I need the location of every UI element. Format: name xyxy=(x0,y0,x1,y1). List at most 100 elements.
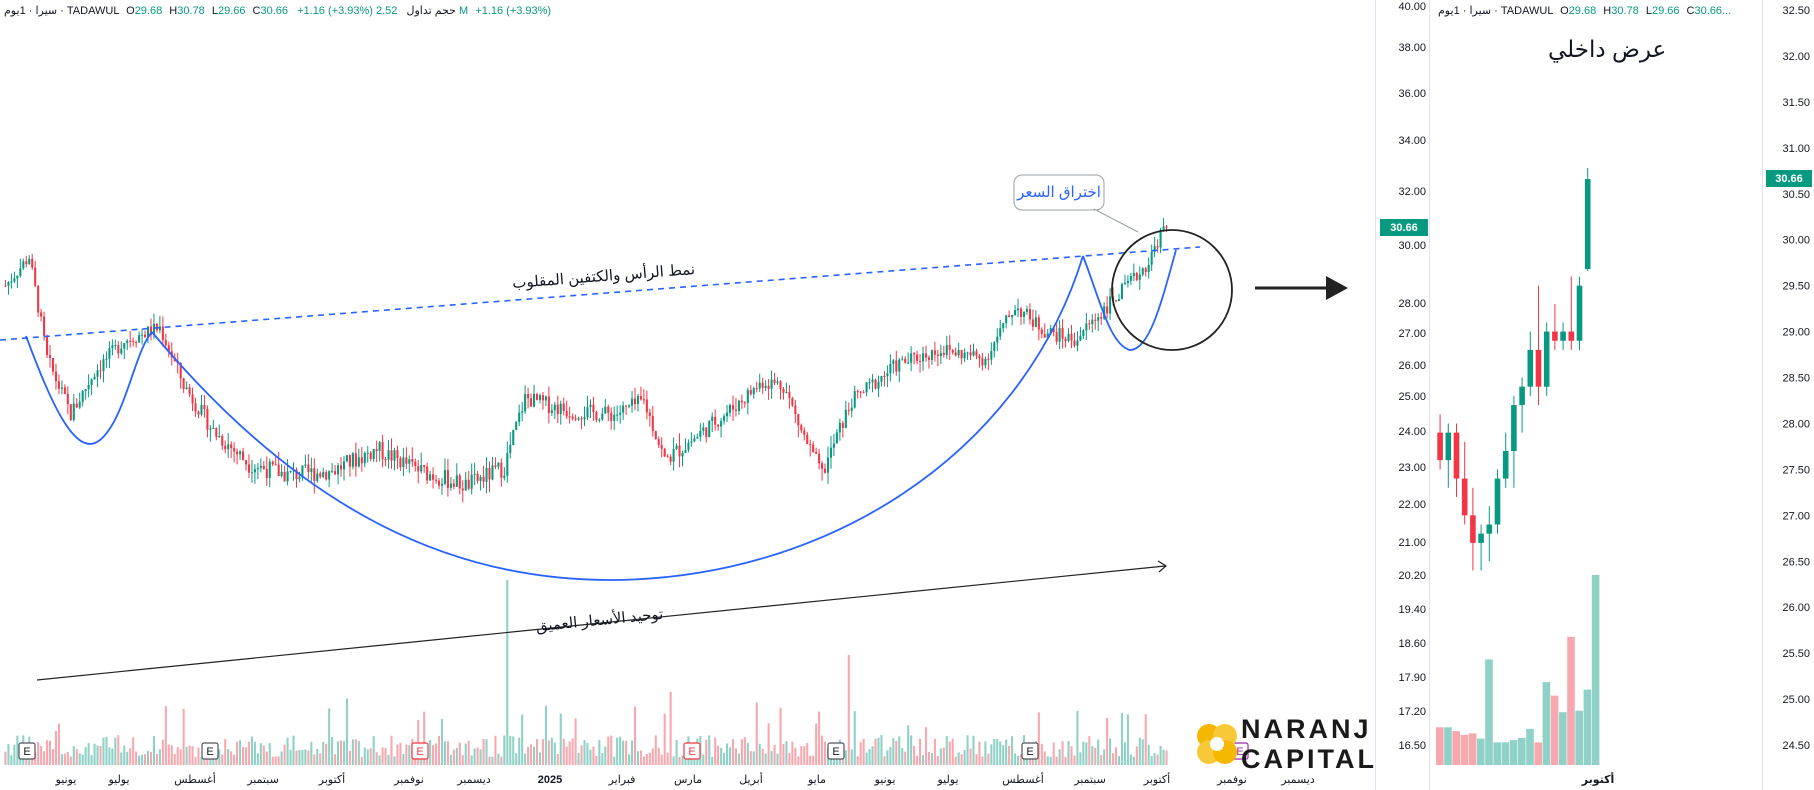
volume-bar xyxy=(102,737,105,765)
volume-bar xyxy=(1132,756,1135,765)
candle-body xyxy=(936,354,939,357)
inset-price-chart[interactable]: أكتوبر xyxy=(1430,0,1762,790)
candle-body xyxy=(687,442,690,450)
volume-bar xyxy=(4,751,7,765)
candle-body xyxy=(75,403,78,408)
main-chart-pane[interactable]: سيرا · 1يوم · TADAWUL O29.68 H30.78 L29.… xyxy=(0,0,1376,790)
volume-bar xyxy=(381,747,384,765)
inset-volume-bar xyxy=(1567,636,1575,765)
inset-chart-pane[interactable]: سيرا · 1يوم · TADAWUL O29.68 H30.78 L29.… xyxy=(1430,0,1814,790)
main-price-axis[interactable]: 40.00 38.00 36.00 34.00 32.00 30.00 28.00 27.00… xyxy=(1376,0,1430,790)
inset-legend-symbol: سيرا · 1يوم · TADAWUL xyxy=(1438,5,1554,17)
volume-bar xyxy=(544,705,547,765)
volume-bar xyxy=(527,746,530,765)
volume-bar xyxy=(138,755,141,765)
candle-body xyxy=(408,459,411,464)
volume-bar xyxy=(933,738,936,765)
candle-body xyxy=(1008,315,1011,318)
volume-bar xyxy=(440,719,444,765)
volume-bar xyxy=(868,749,871,765)
inset-price-axis-tick: 27.00 xyxy=(1782,510,1810,522)
candle-body xyxy=(250,472,253,474)
earnings-marker[interactable] xyxy=(683,742,701,760)
candle-body xyxy=(1061,327,1064,339)
candle-body xyxy=(28,258,31,265)
volume-bar xyxy=(518,737,521,765)
candle-body xyxy=(354,453,357,467)
volume-bar xyxy=(301,750,304,765)
breakout-circle xyxy=(1111,229,1233,351)
volume-bar xyxy=(853,711,856,765)
volume-bar xyxy=(432,745,435,765)
candle-body xyxy=(1070,333,1073,341)
candle-body xyxy=(521,411,524,413)
candle-body xyxy=(586,407,589,418)
volume-bar xyxy=(360,756,363,765)
candle-body xyxy=(616,414,619,416)
candle-body xyxy=(1091,319,1094,325)
main-price-chart[interactable]: E E E E E E E يونيو يوليو أغسطس سبتمبر أكتوبر نوفمب… xyxy=(0,0,1376,790)
volume-bar xyxy=(812,755,815,765)
earnings-marker[interactable] xyxy=(411,742,429,760)
candle-body xyxy=(482,476,485,482)
candle-body xyxy=(443,470,446,484)
earnings-marker[interactable] xyxy=(1021,742,1039,760)
candle-body xyxy=(22,261,25,269)
time-axis-tick: أغسطس xyxy=(174,772,216,786)
inset-volume-bar xyxy=(1460,734,1469,765)
volume-bar xyxy=(429,740,432,765)
volume-bar xyxy=(625,740,628,765)
legend-symbol: سيرا · 1يوم · TADAWUL xyxy=(4,5,120,17)
candle-body xyxy=(957,349,960,356)
earnings-marker[interactable] xyxy=(18,742,36,760)
candle-body xyxy=(1034,317,1037,327)
candle-body xyxy=(518,412,521,423)
volume-bar xyxy=(1040,743,1043,765)
volume-bar xyxy=(155,754,158,765)
inset-price-axis-tick: 29.00 xyxy=(1782,327,1810,339)
volume-bar xyxy=(862,738,865,765)
volume-bar xyxy=(723,752,726,765)
volume-bar xyxy=(562,738,565,765)
candle-body xyxy=(1165,226,1168,228)
volume-bar xyxy=(651,748,654,765)
earnings-marker[interactable] xyxy=(827,742,845,760)
candle-body xyxy=(607,406,610,413)
candle-body xyxy=(1005,315,1008,324)
volume-bar xyxy=(550,737,553,765)
volume-bar xyxy=(898,736,901,765)
candle-body xyxy=(770,379,773,389)
main-candles xyxy=(4,218,1168,503)
candle-body xyxy=(342,461,346,470)
candle-body xyxy=(601,413,604,420)
volume-bar xyxy=(182,709,185,765)
volume-bar xyxy=(188,745,191,765)
inset-price-axis[interactable]: 32.50 32.00 31.50 31.00 30.50 30.00 29.50 29.00… xyxy=(1762,0,1814,790)
volume-bar xyxy=(752,751,755,765)
breakout-callout-pointer xyxy=(1093,208,1139,233)
volume-bar xyxy=(969,748,972,765)
candle-body xyxy=(449,483,452,488)
candle-body xyxy=(146,326,150,338)
volume-bar xyxy=(1058,749,1061,765)
volume-bar xyxy=(206,755,209,765)
candle-body xyxy=(310,468,313,473)
inset-price-axis-tick: 28.50 xyxy=(1782,373,1810,385)
volume-bar xyxy=(488,756,491,765)
candle-body xyxy=(158,326,161,331)
volume-bar xyxy=(298,750,301,765)
candle-body xyxy=(1028,309,1031,320)
candle-body xyxy=(393,450,396,461)
candle-body xyxy=(506,453,509,476)
earnings-marker[interactable] xyxy=(201,742,219,760)
volume-bar xyxy=(84,747,87,765)
candle-body xyxy=(135,342,138,344)
candle-body xyxy=(402,457,405,468)
inset-price-axis-tick: 29.50 xyxy=(1782,281,1810,293)
candle-body xyxy=(458,475,461,489)
candle-body xyxy=(690,441,693,443)
volume-bar xyxy=(319,753,322,765)
candle-body xyxy=(651,416,654,432)
volume-bar xyxy=(595,755,598,765)
candle-body xyxy=(390,450,393,461)
